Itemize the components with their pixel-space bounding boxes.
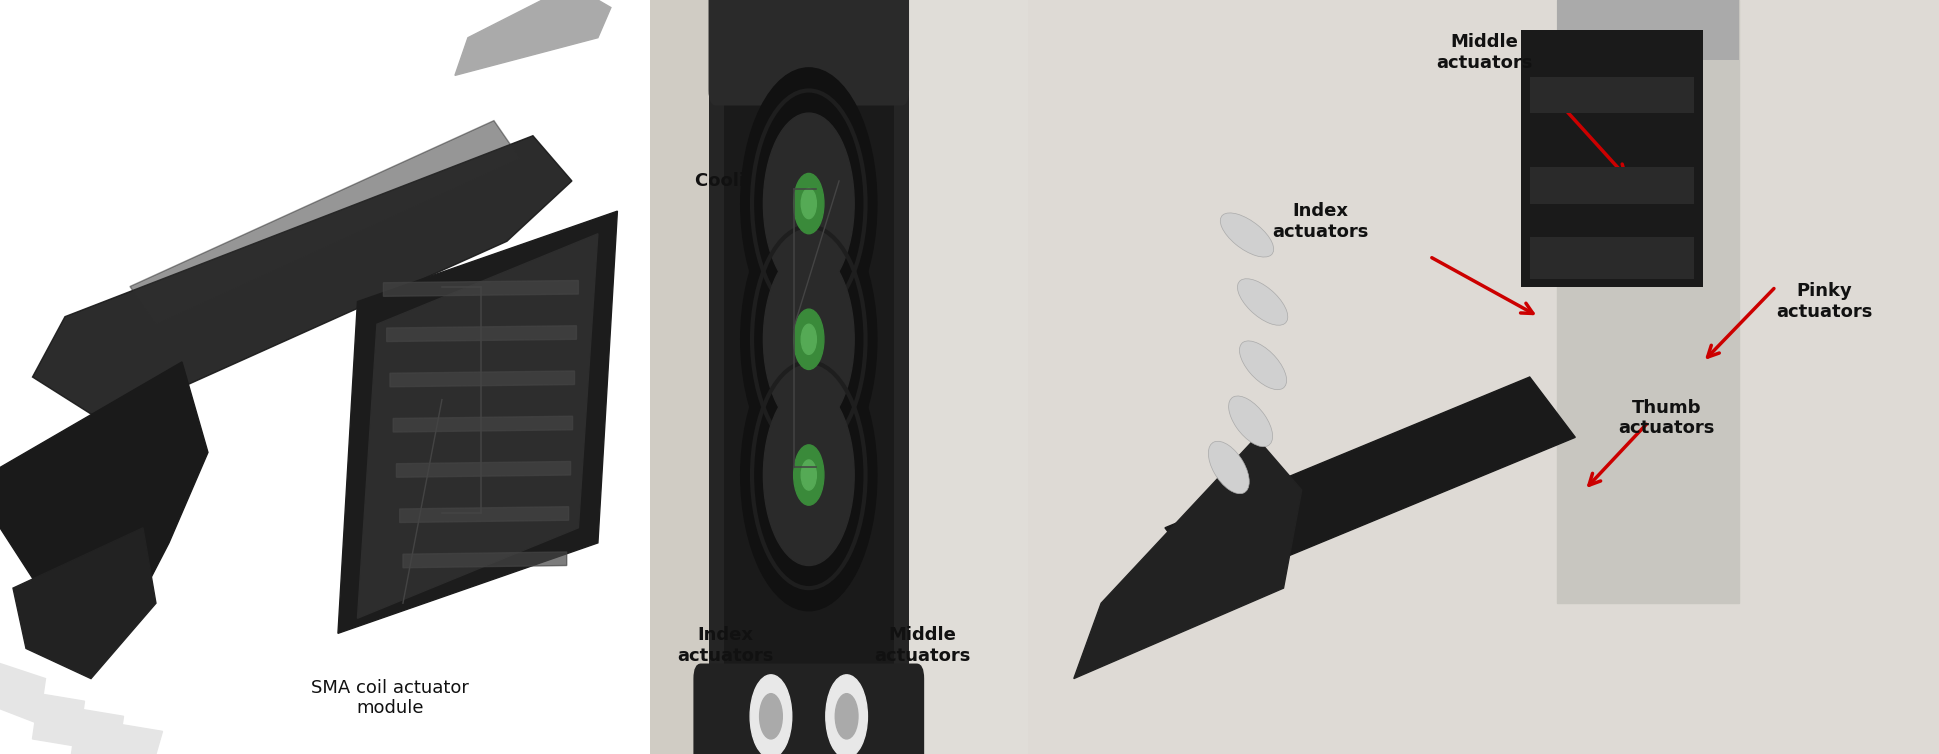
- Polygon shape: [1072, 437, 1301, 679]
- Circle shape: [741, 204, 876, 475]
- Circle shape: [793, 173, 824, 234]
- Ellipse shape: [1208, 441, 1249, 494]
- Circle shape: [760, 694, 781, 739]
- Ellipse shape: [1227, 396, 1272, 446]
- Text: Thumb
actuators: Thumb actuators: [1617, 399, 1714, 437]
- Bar: [1520, 121, 1702, 211]
- Polygon shape: [403, 552, 566, 568]
- FancyBboxPatch shape: [692, 664, 923, 754]
- Circle shape: [762, 249, 853, 430]
- Polygon shape: [337, 211, 617, 633]
- Text: Pinky
actuators: Pinky actuators: [1774, 282, 1871, 321]
- Polygon shape: [0, 362, 207, 618]
- FancyBboxPatch shape: [708, 0, 909, 106]
- Polygon shape: [33, 694, 85, 746]
- Polygon shape: [454, 0, 611, 75]
- Ellipse shape: [1237, 279, 1287, 325]
- Bar: [857, 0, 1028, 754]
- Text: Index
actuators: Index actuators: [1272, 203, 1367, 241]
- Bar: [1528, 237, 1693, 279]
- Bar: [1520, 181, 1702, 287]
- Bar: [1528, 77, 1693, 113]
- Circle shape: [826, 675, 867, 754]
- Text: Cooling fan: Cooling fan: [694, 172, 809, 190]
- Text: Index
actuators: Index actuators: [677, 626, 774, 664]
- Polygon shape: [14, 528, 155, 679]
- Text: Middle
actuators: Middle actuators: [874, 626, 970, 664]
- Circle shape: [801, 188, 816, 219]
- Text: SMA coil actuator
module: SMA coil actuator module: [310, 679, 469, 717]
- Polygon shape: [33, 136, 572, 422]
- Circle shape: [741, 68, 876, 339]
- Polygon shape: [399, 507, 568, 523]
- Circle shape: [750, 675, 791, 754]
- Polygon shape: [390, 371, 574, 387]
- Circle shape: [836, 694, 857, 739]
- Bar: [1520, 30, 1702, 121]
- Polygon shape: [396, 461, 570, 477]
- Polygon shape: [386, 326, 576, 342]
- Bar: [1528, 167, 1693, 204]
- Polygon shape: [130, 121, 520, 324]
- Circle shape: [793, 309, 824, 369]
- Bar: [894, 0, 909, 754]
- Ellipse shape: [1220, 213, 1274, 257]
- Circle shape: [741, 339, 876, 611]
- Bar: [1557, 0, 1739, 60]
- Text: Middle
actuators: Middle actuators: [1435, 33, 1532, 72]
- Polygon shape: [394, 416, 572, 432]
- Polygon shape: [357, 234, 597, 618]
- Polygon shape: [384, 280, 578, 296]
- Ellipse shape: [1239, 341, 1286, 390]
- Circle shape: [801, 460, 816, 490]
- Polygon shape: [72, 709, 124, 754]
- Circle shape: [762, 113, 853, 294]
- Polygon shape: [0, 664, 45, 724]
- Circle shape: [762, 385, 853, 566]
- Polygon shape: [1163, 377, 1574, 588]
- Bar: [708, 0, 723, 754]
- Polygon shape: [111, 724, 163, 754]
- Bar: [723, 0, 894, 754]
- Circle shape: [793, 445, 824, 505]
- Circle shape: [801, 324, 816, 354]
- Polygon shape: [1557, 0, 1739, 603]
